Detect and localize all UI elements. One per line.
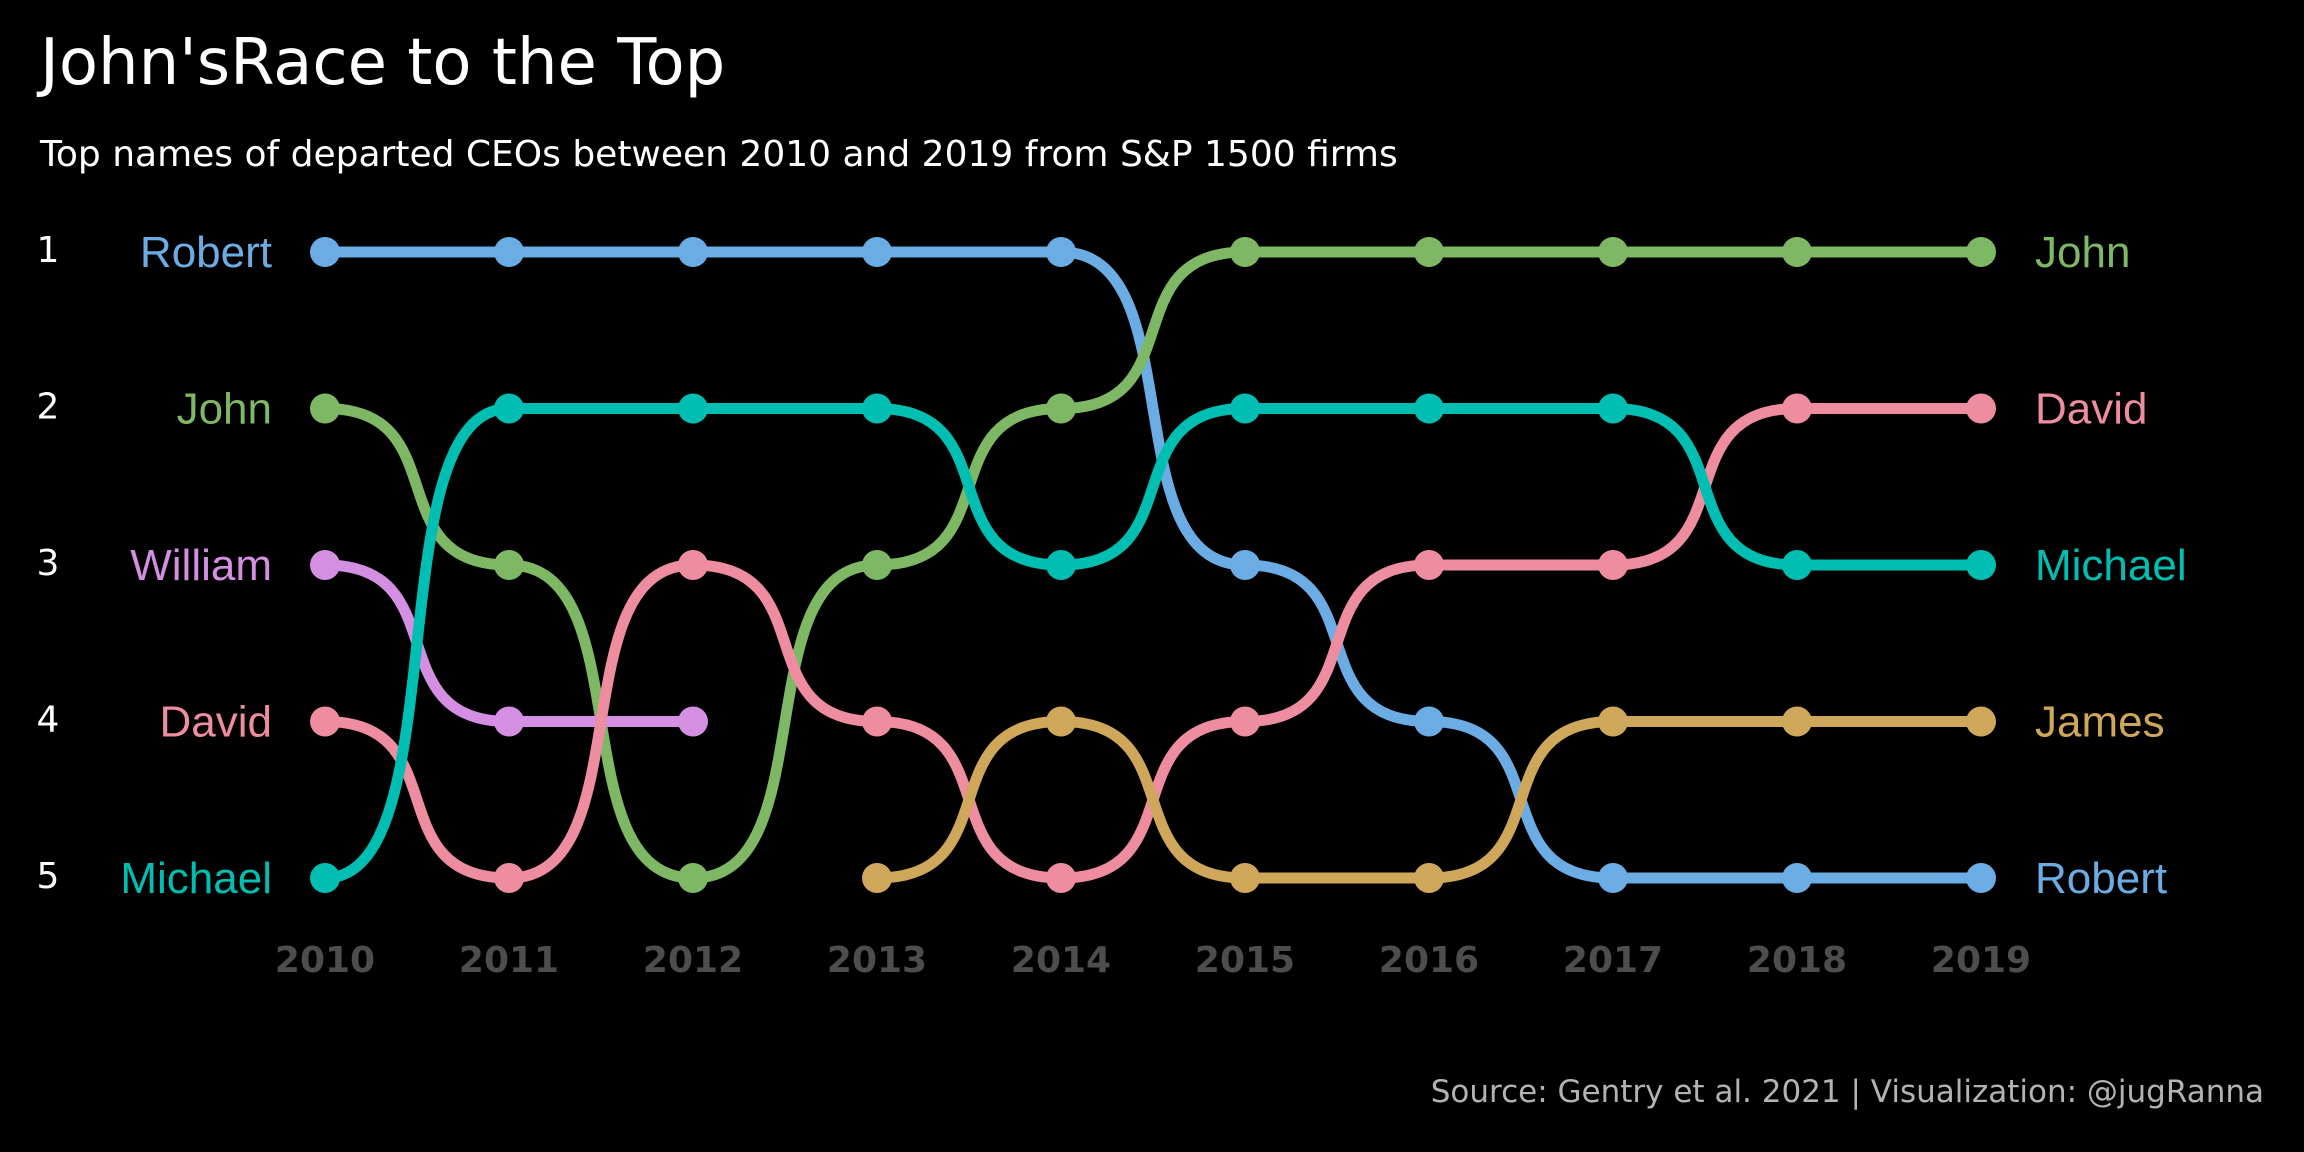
data-point-john-2014 (1046, 393, 1076, 424)
x-tick-label-2016: 2016 (1379, 940, 1479, 981)
chart-subtitle: Top names of departed CEOs between 2010 … (40, 134, 1398, 175)
start-label-william: William (130, 541, 272, 590)
data-point-john-2010 (310, 393, 340, 424)
end-labels: Robert John David Michael James (2035, 228, 2187, 903)
data-point-john-2016 (1414, 237, 1444, 267)
series-line-john (319, 246, 1987, 884)
data-point-robert-2018 (1782, 863, 1812, 893)
rank-axis-labels: 1 2 3 4 5 (37, 230, 60, 897)
series-line-michael (319, 402, 1987, 884)
data-point-john-2013 (862, 550, 892, 580)
data-point-john-2019 (1966, 237, 1996, 267)
series-line-james (871, 715, 1987, 884)
data-point-robert-2012 (678, 237, 708, 267)
x-tick-label-2017: 2017 (1563, 940, 1663, 981)
end-label-james: James (2035, 698, 2165, 747)
start-label-robert: Robert (140, 228, 272, 277)
data-point-david-2014 (1046, 863, 1076, 893)
data-point-john-2011 (494, 550, 524, 580)
data-point-robert-2015 (1230, 550, 1260, 580)
data-point-robert-2014 (1046, 237, 1076, 267)
rank-label-3: 3 (37, 543, 60, 584)
end-label-robert: Robert (2035, 854, 2167, 903)
data-point-james-2017 (1598, 706, 1628, 737)
data-point-michael-2018 (1782, 550, 1812, 580)
data-point-william-2011 (494, 706, 524, 737)
data-point-james-2015 (1230, 863, 1260, 893)
data-point-robert-2013 (862, 237, 892, 267)
start-label-michael: Michael (120, 854, 272, 903)
start-label-david: David (160, 698, 273, 747)
data-point-michael-2019 (1966, 550, 1996, 580)
data-point-james-2019 (1966, 706, 1996, 737)
x-tick-label-2015: 2015 (1195, 940, 1295, 981)
data-point-robert-2019 (1966, 863, 1996, 893)
end-label-john: John (2035, 228, 2130, 277)
end-label-david: David (2035, 385, 2148, 434)
data-point-michael-2013 (862, 393, 892, 424)
series-points (310, 237, 1996, 893)
data-point-david-2016 (1414, 550, 1444, 580)
data-point-david-2017 (1598, 550, 1628, 580)
data-point-david-2015 (1230, 706, 1260, 737)
series-line-david (319, 402, 1987, 884)
rank-label-5: 5 (37, 856, 60, 897)
data-point-michael-2017 (1598, 393, 1628, 424)
x-tick-label-2014: 2014 (1011, 940, 1111, 981)
x-tick-label-2011: 2011 (459, 940, 559, 981)
data-point-david-2011 (494, 863, 524, 893)
rank-label-4: 4 (37, 700, 60, 741)
x-tick-label-2010: 2010 (275, 940, 375, 981)
data-point-john-2012 (678, 863, 708, 893)
x-tick-label-2013: 2013 (827, 940, 927, 981)
data-point-john-2018 (1782, 237, 1812, 267)
data-point-david-2012 (678, 550, 708, 580)
data-point-david-2018 (1782, 393, 1812, 424)
x-tick-label-2018: 2018 (1747, 940, 1847, 981)
data-point-james-2018 (1782, 706, 1812, 737)
data-point-michael-2011 (494, 393, 524, 424)
end-label-michael: Michael (2035, 541, 2187, 590)
start-labels: Robert John William David Michael (120, 228, 272, 903)
data-point-michael-2014 (1046, 550, 1076, 580)
data-point-robert-2011 (494, 237, 524, 267)
data-point-david-2013 (862, 706, 892, 737)
data-point-michael-2016 (1414, 393, 1444, 424)
data-point-robert-2010 (310, 237, 340, 267)
data-point-john-2017 (1598, 237, 1628, 267)
data-point-david-2019 (1966, 393, 1996, 424)
data-point-michael-2010 (310, 863, 340, 893)
source-caption: Source: Gentry et al. 2021 | Visualizati… (1430, 1074, 2264, 1110)
x-tick-label-2012: 2012 (643, 940, 743, 981)
x-axis-tick-labels: 2010 2011 2012 2013 2014 2015 2016 2017 2018 2019 (275, 940, 2031, 981)
x-tick-label-2019: 2019 (1931, 940, 2031, 981)
data-point-robert-2016 (1414, 706, 1444, 737)
data-point-william-2010 (310, 550, 340, 580)
rank-label-1: 1 (37, 230, 60, 271)
chart-title: John'sRace to the Top (40, 26, 726, 100)
data-point-james-2016 (1414, 863, 1444, 893)
data-point-james-2014 (1046, 706, 1076, 737)
data-point-john-2015 (1230, 237, 1260, 267)
data-point-michael-2015 (1230, 393, 1260, 424)
rank-label-2: 2 (37, 387, 60, 428)
data-point-robert-2017 (1598, 863, 1628, 893)
data-point-james-2013 (862, 863, 892, 893)
series-lines (319, 246, 1987, 884)
data-point-william-2012 (678, 706, 708, 737)
data-point-david-2010 (310, 706, 340, 737)
data-point-michael-2012 (678, 393, 708, 424)
start-label-john: John (177, 385, 272, 434)
